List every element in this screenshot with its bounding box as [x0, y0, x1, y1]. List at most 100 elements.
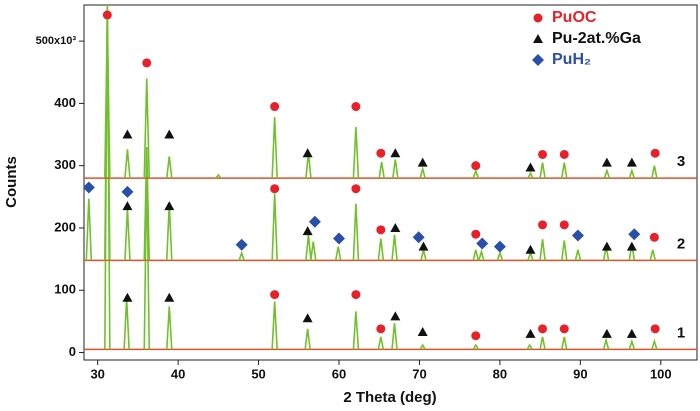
peak	[560, 162, 568, 179]
y-tick-label: 200	[54, 219, 76, 234]
marker	[650, 148, 660, 158]
marker	[471, 229, 481, 239]
trace-label: 1	[677, 324, 685, 341]
peak	[304, 328, 311, 350]
marker	[351, 184, 361, 194]
x-axis-label: 2 Theta (deg)	[343, 389, 436, 406]
peak	[143, 78, 151, 179]
marker	[122, 129, 133, 139]
legend-label: PuOC	[552, 9, 597, 26]
marker	[601, 241, 612, 251]
marker	[376, 324, 386, 334]
y-axis-label: Counts	[3, 156, 20, 208]
marker	[538, 324, 548, 334]
x-tick-label: 90	[573, 366, 587, 381]
marker	[538, 149, 548, 159]
marker	[390, 222, 401, 232]
marker	[525, 244, 536, 254]
marker	[628, 228, 641, 241]
peak	[478, 248, 485, 261]
peak	[271, 117, 278, 179]
marker	[376, 148, 386, 158]
marker	[122, 292, 133, 302]
peak	[560, 240, 568, 261]
peak	[527, 171, 534, 179]
x-tick-label: 60	[332, 366, 346, 381]
y-tick-label: 300	[54, 157, 76, 172]
marker	[302, 226, 313, 236]
marker	[418, 241, 429, 251]
x-tick-label: 70	[412, 366, 426, 381]
peak	[334, 246, 342, 261]
y-tick-label: 500x10³	[36, 35, 77, 47]
marker	[649, 232, 659, 242]
marker	[122, 201, 133, 211]
peak	[560, 336, 568, 350]
marker	[333, 232, 346, 245]
peak	[377, 336, 385, 350]
peak	[123, 298, 130, 350]
peak	[496, 250, 504, 261]
peak	[377, 238, 385, 261]
peak	[271, 193, 278, 261]
marker	[626, 328, 637, 338]
x-tick-label: 100	[650, 366, 672, 381]
peak	[603, 168, 611, 179]
peak	[651, 165, 658, 179]
peak	[651, 338, 658, 350]
marker	[351, 102, 361, 112]
peak	[392, 159, 399, 179]
peak	[124, 149, 131, 179]
legend-marker	[533, 13, 543, 23]
peak	[539, 239, 546, 261]
marker	[235, 238, 248, 251]
legend-label: PuH₂	[552, 51, 591, 68]
legend-label: Pu-2at.%Ga	[552, 30, 641, 47]
marker	[390, 148, 401, 158]
peak	[271, 301, 278, 350]
marker	[164, 201, 175, 211]
peak	[391, 234, 398, 261]
marker	[270, 184, 280, 194]
plot-area	[84, 5, 697, 351]
peak	[527, 250, 534, 261]
peak	[628, 338, 636, 350]
marker	[601, 157, 612, 167]
marker	[84, 181, 95, 194]
peak	[238, 250, 245, 261]
peak	[602, 336, 610, 350]
peak	[305, 234, 312, 261]
marker	[351, 290, 361, 300]
marker	[601, 328, 612, 338]
marker	[493, 240, 506, 253]
peak	[143, 146, 151, 261]
marker	[270, 102, 280, 112]
peak	[165, 203, 173, 261]
peak	[165, 306, 173, 350]
peak	[165, 156, 173, 179]
marker	[417, 157, 428, 167]
peak	[391, 323, 398, 350]
peak	[419, 165, 426, 179]
marker	[142, 58, 152, 68]
marker	[571, 229, 584, 242]
peak	[472, 343, 479, 350]
marker	[121, 185, 134, 198]
marker	[626, 241, 637, 251]
peak	[378, 161, 385, 179]
marker	[270, 290, 280, 300]
peak	[472, 249, 480, 261]
peak	[124, 208, 131, 261]
x-tick-label: 40	[171, 366, 185, 381]
trace-label: 3	[677, 153, 685, 170]
marker	[390, 311, 401, 321]
peak	[649, 249, 657, 261]
marker	[525, 328, 536, 338]
trace-label: 2	[677, 235, 685, 252]
marker	[302, 148, 313, 158]
peak	[539, 336, 546, 350]
peak	[539, 162, 546, 179]
peak	[526, 343, 533, 350]
marker	[471, 161, 481, 171]
